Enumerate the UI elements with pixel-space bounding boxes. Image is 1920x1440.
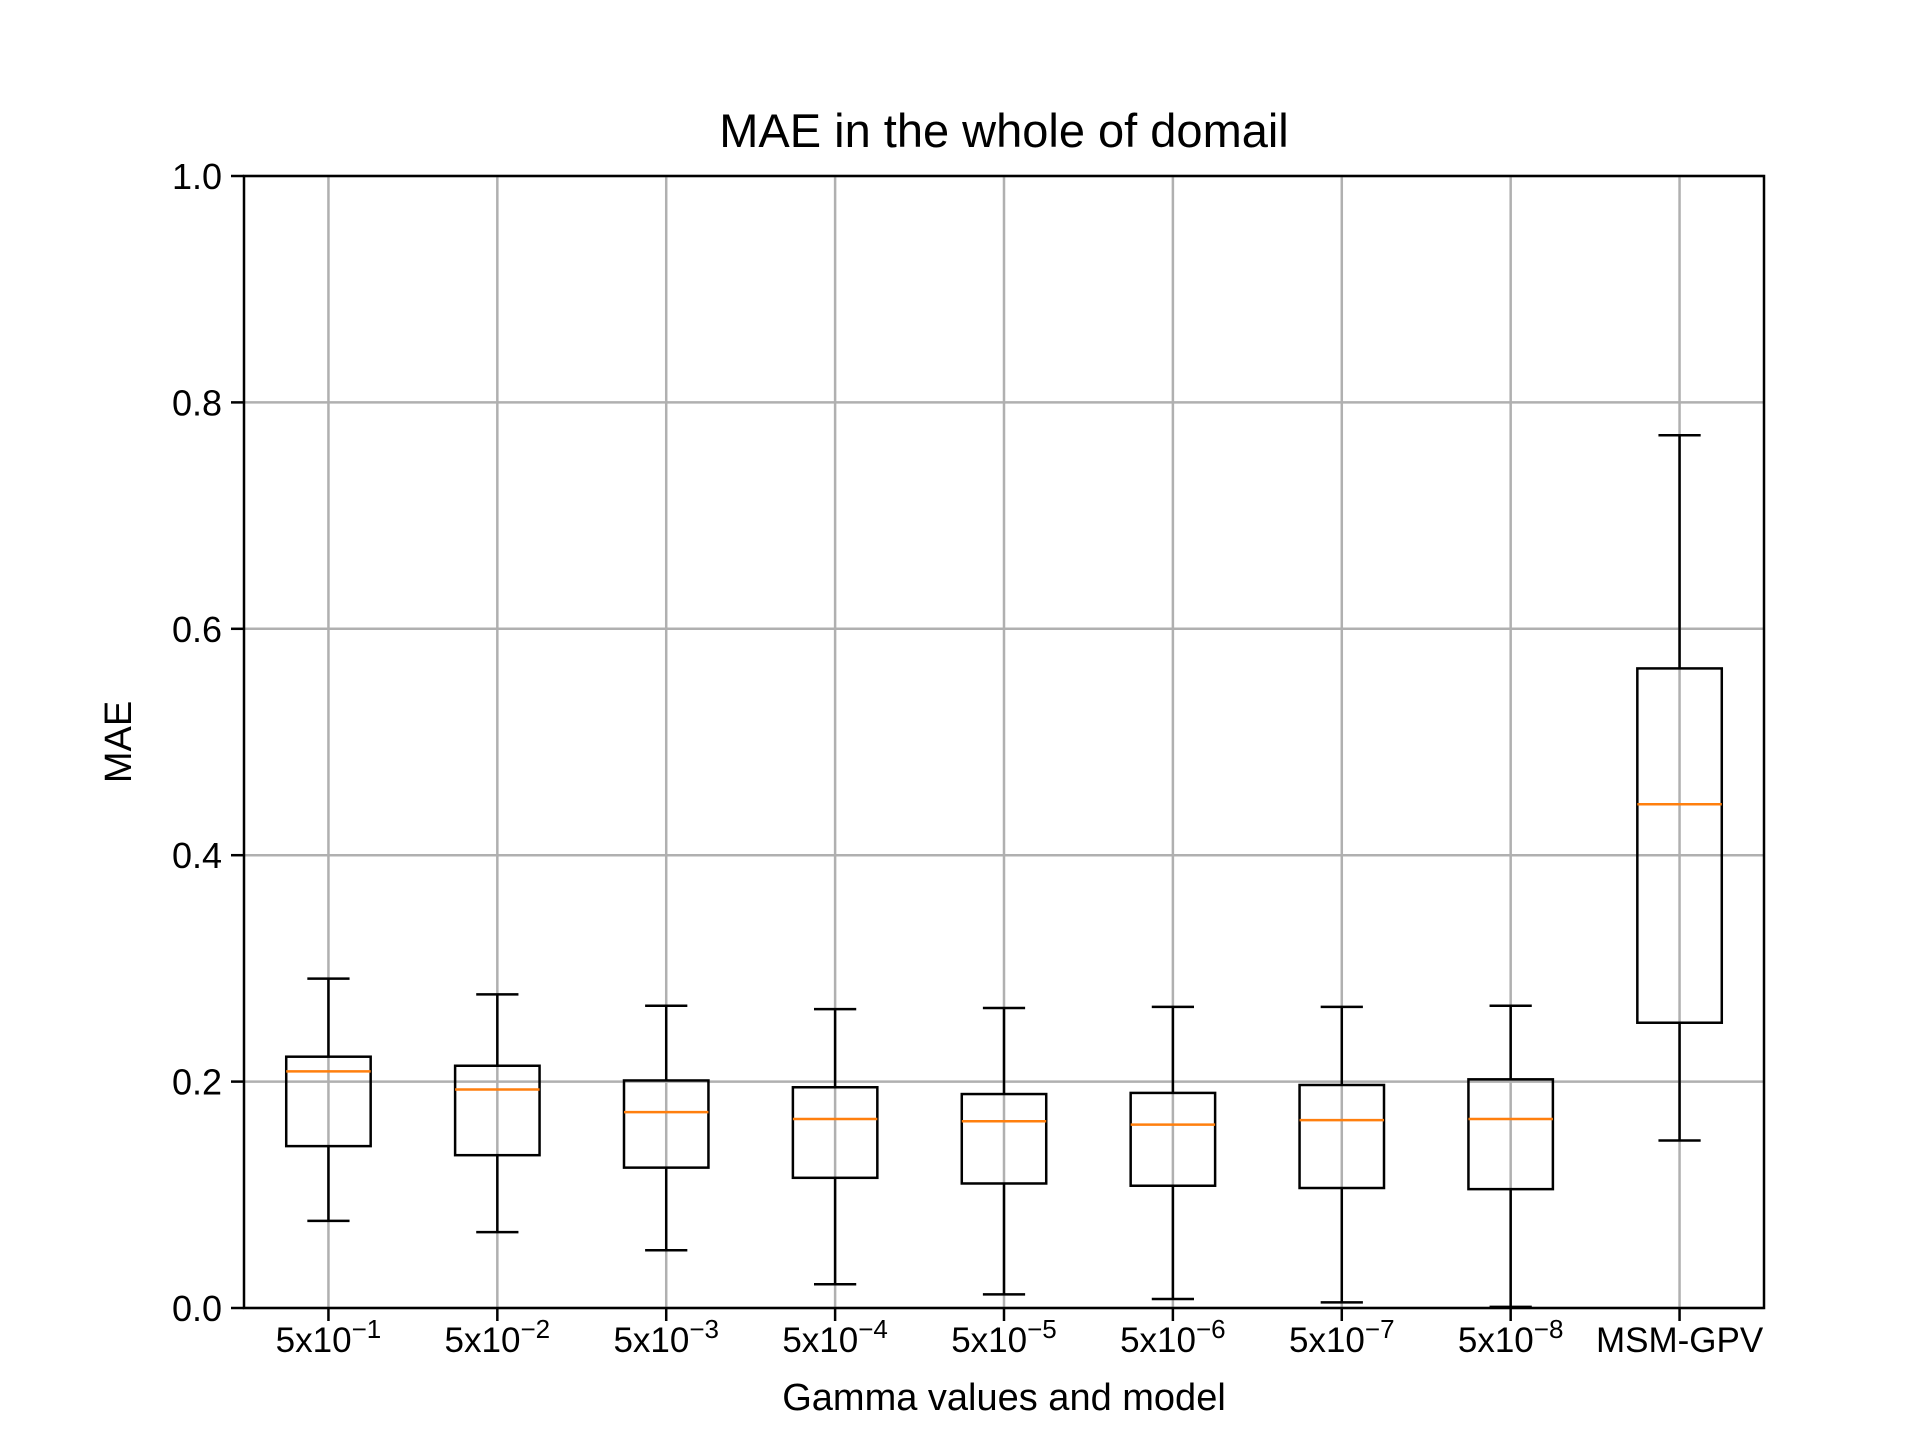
box-1 [284, 977, 372, 1223]
chart-title: MAE in the whole of domail [719, 104, 1289, 157]
x-tick-label-base: 5x10 [1458, 1321, 1534, 1360]
x-tick-label: 5x10−7 [1289, 1314, 1395, 1360]
box-7 [1298, 1005, 1386, 1304]
box-iqr [284, 1055, 372, 1148]
x-tick-label: 5x10−2 [445, 1314, 551, 1360]
x-tick-label-base: 5x10 [276, 1321, 352, 1360]
x-tick-label-exponent: −5 [1027, 1314, 1057, 1344]
y-tick-label: 0.2 [172, 1062, 222, 1103]
x-tick-label-exponent: −4 [858, 1314, 888, 1344]
x-tick-label-base: 5x10 [1120, 1321, 1196, 1360]
box-iqr [791, 1086, 879, 1180]
x-tick-label-exponent: −6 [1196, 1314, 1226, 1344]
x-tick-label: 5x10−4 [782, 1314, 888, 1360]
box-8 [1467, 1004, 1555, 1309]
x-tick-label-exponent: −3 [689, 1314, 719, 1344]
box-4 [791, 1007, 879, 1286]
box-iqr [622, 1079, 710, 1169]
box-iqr [1636, 667, 1724, 1024]
x-tick-label: 5x10−8 [1458, 1314, 1564, 1360]
x-tick-label-base: 5x10 [951, 1321, 1027, 1360]
y-tick-label: 0.8 [172, 382, 222, 423]
x-tick-label-base: 5x10 [445, 1321, 521, 1360]
x-tick-label: MSM-GPV [1596, 1321, 1764, 1360]
x-tick-label: 5x10−3 [613, 1314, 719, 1360]
x-axis-label: Gamma values and model [782, 1377, 1226, 1419]
box-iqr [1467, 1078, 1555, 1191]
x-tick-label-base: 5x10 [613, 1321, 689, 1360]
y-tick-label: 0.4 [172, 835, 222, 876]
y-tick-label: 0.0 [172, 1288, 222, 1329]
x-axis-ticks: 5x10−1 5x10−2 5x10−3 5x10−4 5x10−5 5x10−6 5x10… [276, 1308, 1764, 1360]
box-iqr [960, 1092, 1048, 1185]
box-iqr [1298, 1083, 1386, 1190]
box-5 [960, 1006, 1048, 1296]
x-tick-label-exponent: −8 [1534, 1314, 1564, 1344]
x-tick-label-exponent: −1 [352, 1314, 382, 1344]
x-tick-label: 5x10−1 [276, 1314, 382, 1360]
y-tick-label: 1.0 [172, 156, 222, 197]
box-iqr [453, 1064, 541, 1157]
x-tick-label-exponent: −2 [520, 1314, 550, 1344]
box-9 [1636, 433, 1724, 1142]
y-tick-label: 0.6 [172, 609, 222, 650]
box-3 [622, 1004, 710, 1252]
x-tick-label-base: 5x10 [1289, 1321, 1365, 1360]
boxes [284, 433, 1724, 1309]
box-2 [453, 993, 541, 1234]
box-6 [1129, 1005, 1217, 1301]
x-tick-label-base: 5x10 [782, 1321, 858, 1360]
box-iqr [1129, 1091, 1217, 1187]
x-tick-label-base: MSM-GPV [1596, 1321, 1764, 1360]
x-tick-label: 5x10−5 [951, 1314, 1057, 1360]
y-axis-ticks: 0.0 0.2 0.4 0.6 0.8 1.0 [172, 156, 244, 1329]
y-axis-label: MAE [98, 701, 140, 783]
x-tick-label-exponent: −7 [1365, 1314, 1395, 1344]
x-tick-label: 5x10−6 [1120, 1314, 1226, 1360]
